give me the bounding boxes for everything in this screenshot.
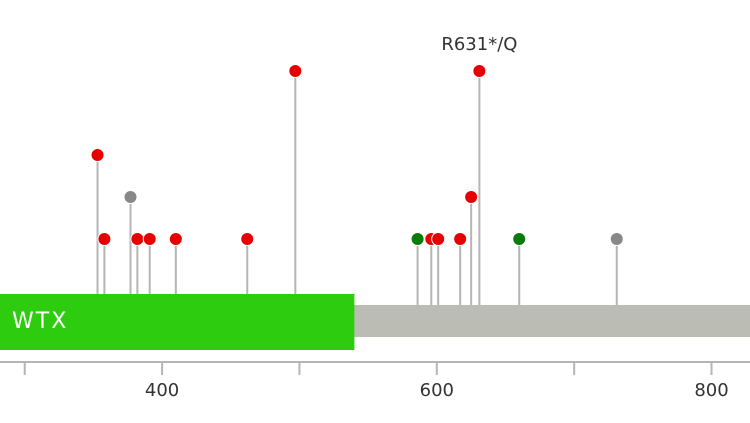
mutation-point xyxy=(142,232,157,246)
mutation-point xyxy=(130,232,145,246)
mutation-point xyxy=(609,232,624,246)
domain-label: WTX xyxy=(12,309,68,334)
mutation-point xyxy=(240,232,255,246)
annotation: R631*/Q xyxy=(441,34,517,55)
mutation-point xyxy=(410,232,425,246)
mutation-point xyxy=(168,232,183,246)
x-tick-label: 600 xyxy=(420,380,454,401)
mutation-point xyxy=(431,232,446,246)
x-tick-label: 800 xyxy=(694,380,728,401)
mutation-point xyxy=(90,148,105,162)
mutation-point xyxy=(472,64,487,78)
mutation-point xyxy=(464,190,479,204)
mutation-point xyxy=(97,232,112,246)
mutation-point xyxy=(453,232,468,246)
mutation-point xyxy=(288,64,303,78)
mutation-point xyxy=(512,232,527,246)
domain xyxy=(0,294,355,350)
mutation-point xyxy=(123,190,138,204)
x-tick-label: 400 xyxy=(145,380,179,401)
